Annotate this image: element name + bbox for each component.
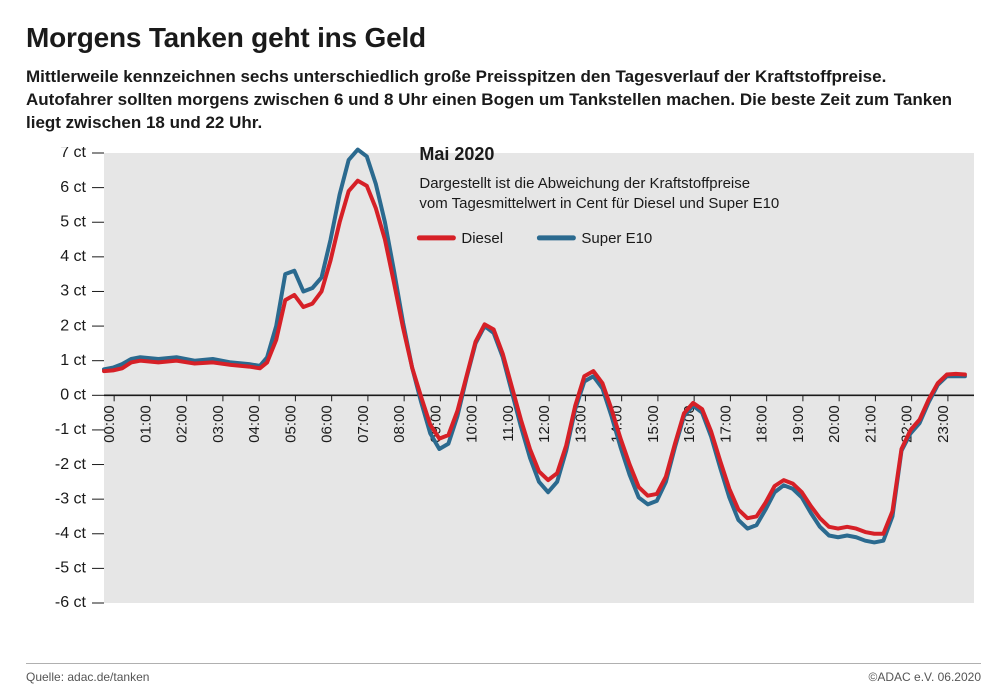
y-tick-label: -2 ct (55, 456, 87, 473)
page-title: Morgens Tanken geht ins Geld (26, 22, 981, 54)
x-tick-label: 04:00 (246, 405, 263, 443)
chart-svg: -6 ct -5 ct -4 ct -3 ct -2 ct -1 ct 0 ct 1 ct 2 … (26, 147, 986, 657)
x-tick-label: 18:00 (754, 405, 771, 443)
x-tick-label: 03:00 (210, 405, 227, 443)
x-tick-label: 17:00 (717, 405, 734, 443)
x-tick-label: 06:00 (319, 405, 336, 443)
legend-desc-1: Dargestellt ist die Abweichung der Kraft… (419, 175, 750, 192)
y-tick-label: 4 ct (60, 248, 86, 265)
x-tick-label: 19:00 (790, 405, 807, 443)
y-tick-label: 1 ct (60, 352, 86, 369)
x-tick-label: 07:00 (355, 405, 372, 443)
footer-credit: ©ADAC e.V. 06.2020 (869, 670, 981, 684)
y-tick-label: 3 ct (60, 282, 86, 299)
legend-title: Mai 2020 (419, 147, 494, 164)
y-tick-label: -5 ct (55, 559, 87, 576)
x-tick-label: 21:00 (862, 405, 879, 443)
y-tick-label: 2 ct (60, 317, 86, 334)
y-tick-label: -1 ct (55, 421, 87, 438)
x-tick-label: 05:00 (282, 405, 299, 443)
fuel-price-chart: -6 ct -5 ct -4 ct -3 ct -2 ct -1 ct 0 ct 1 ct 2 … (26, 147, 986, 657)
x-tick-label: 08:00 (391, 405, 408, 443)
x-tick-label: 20:00 (826, 405, 843, 443)
footer-source: Quelle: adac.de/tanken (26, 670, 149, 684)
y-tick-label: -4 ct (55, 525, 87, 542)
x-tick-label: 11:00 (500, 405, 517, 441)
footer: Quelle: adac.de/tanken ©ADAC e.V. 06.202… (26, 663, 981, 684)
x-tick-label: 12:00 (536, 405, 553, 443)
x-tick-label: 02:00 (174, 405, 191, 443)
x-tick-label: 00:00 (101, 405, 118, 443)
y-tick-label: -3 ct (55, 490, 87, 507)
legend-label: Super E10 (581, 230, 652, 247)
y-tick-label: 5 ct (60, 213, 86, 230)
legend-label: Diesel (461, 230, 503, 247)
page-subtitle: Mittlerweile kennzeichnen sechs untersch… (26, 66, 966, 135)
x-tick-label: 23:00 (935, 405, 952, 443)
y-tick-label: 0 ct (60, 386, 86, 403)
x-tick-label: 15:00 (645, 405, 662, 443)
y-tick-label: -6 ct (55, 594, 87, 611)
y-tick-label: 7 ct (60, 147, 86, 161)
x-tick-label: 01:00 (137, 405, 154, 443)
y-tick-label: 6 ct (60, 179, 86, 196)
legend-desc-2: vom Tagesmittelwert in Cent für Diesel u… (419, 195, 779, 212)
x-tick-label: 10:00 (464, 405, 481, 443)
